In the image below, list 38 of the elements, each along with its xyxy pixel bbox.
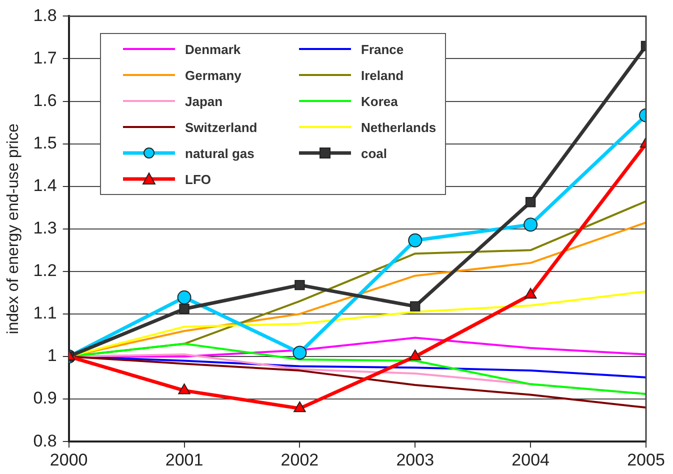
x-tick-label: 2004 [512,450,550,470]
y-tick-label: 1.6 [33,90,57,110]
y-tick-label: 0.9 [33,388,57,408]
y-tick-label: 1.1 [33,304,57,323]
y-axis-title: index of energy end-use price [5,123,22,334]
point [292,346,307,360]
y-tick-label: 1.5 [33,134,57,153]
y-tick-label: 1.8 [33,6,57,25]
y-tick-label: 1.7 [33,48,57,68]
point [525,197,536,208]
x-tick-label: 2003 [396,450,434,470]
point [294,280,305,290]
legend-label: Korea [361,94,398,108]
point [408,233,422,248]
point [410,301,420,312]
y-tick-label: 1.2 [33,261,57,280]
x-tick-label: 2005 [627,450,665,470]
legend-label: Switzerland [185,120,258,134]
legend-label: Japan [185,94,223,108]
x-tick-label: 2001 [165,450,204,470]
point [524,288,537,299]
legend-label: Netherlands [361,120,436,134]
y-tick-label: 1.3 [33,218,57,238]
point [524,218,538,232]
legend-label: France [361,42,404,56]
y-tick-label: 1.4 [33,176,57,196]
legend-label: Ireland [361,68,404,82]
legend-label: Denmark [185,42,241,56]
legend-label: Germany [185,68,242,82]
x-tick-label: 2002 [280,450,319,470]
y-tick-label: 1 [47,346,57,366]
legend-label: natural gas [185,146,254,160]
point [409,350,422,360]
x-tick-label: 2000 [50,450,88,470]
y-tick-label: 0.8 [33,431,57,450]
point [294,401,306,412]
legend-label: coal [361,146,388,160]
legend-label: LFO [185,172,211,186]
